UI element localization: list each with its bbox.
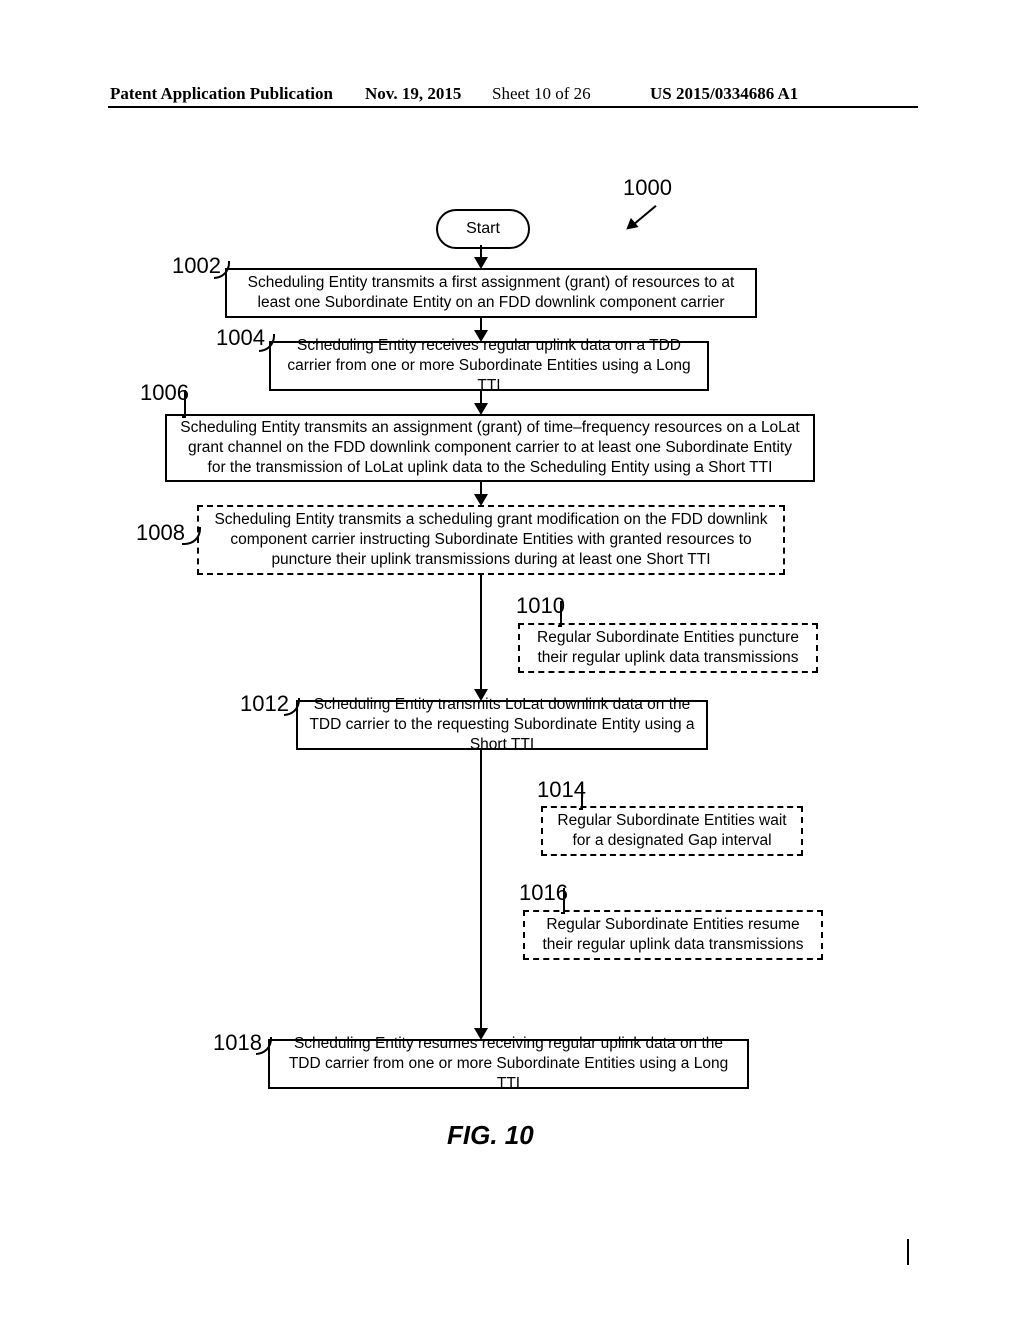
label-1018: 1018 [213, 1030, 262, 1056]
text-cursor [907, 1239, 909, 1265]
step-1012: Scheduling Entity transmits LoLat downli… [296, 700, 708, 750]
publication-label: Patent Application Publication [110, 84, 333, 103]
label-1008: 1008 [136, 520, 185, 546]
step-1014-text: Regular Subordinate Entities wait for a … [553, 811, 791, 851]
callout-1014 [579, 785, 583, 810]
step-1008: Scheduling Entity transmits a scheduling… [197, 505, 785, 575]
step-1016-text: Regular Subordinate Entities resume thei… [535, 915, 811, 955]
step-1006: Scheduling Entity transmits an assignmen… [165, 414, 815, 482]
sheet-number: Sheet 10 of 26 [492, 84, 591, 104]
arrow-1012-1018-line [480, 750, 482, 1030]
label-1004: 1004 [216, 325, 265, 351]
page-header: Patent Application Publication Nov. 19, … [110, 84, 910, 104]
step-1006-text: Scheduling Entity transmits an assignmen… [177, 418, 803, 477]
step-1004: Scheduling Entity receives regular uplin… [269, 341, 709, 391]
step-1004-text: Scheduling Entity receives regular uplin… [281, 336, 697, 395]
step-1008-text: Scheduling Entity transmits a scheduling… [209, 510, 773, 569]
step-1016: Regular Subordinate Entities resume thei… [523, 910, 823, 960]
step-1018-text: Scheduling Entity resumes receiving regu… [280, 1034, 737, 1093]
step-1010: Regular Subordinate Entities puncture th… [518, 623, 818, 673]
step-1018: Scheduling Entity resumes receiving regu… [268, 1039, 749, 1089]
callout-1010 [558, 601, 562, 627]
step-1010-text: Regular Subordinate Entities puncture th… [530, 628, 806, 668]
start-node: Start [436, 209, 530, 249]
label-1012: 1012 [240, 691, 289, 717]
figure-caption: FIG. 10 [447, 1120, 534, 1151]
publication-date: Nov. 19, 2015 [365, 84, 461, 104]
figure-reference-number: 1000 [623, 175, 672, 201]
header-rule [108, 106, 918, 108]
doc-number: US 2015/0334686 A1 [650, 84, 798, 104]
callout-1006 [182, 390, 186, 418]
arrow-1008-1012-line [480, 575, 482, 691]
callout-1016 [561, 888, 565, 914]
step-1002: Scheduling Entity transmits a first assi… [225, 268, 757, 318]
start-label: Start [466, 220, 500, 238]
step-1002-text: Scheduling Entity transmits a first assi… [237, 273, 745, 313]
step-1012-text: Scheduling Entity transmits LoLat downli… [308, 695, 696, 754]
step-1014: Regular Subordinate Entities wait for a … [541, 806, 803, 856]
reference-arrow-line [632, 205, 656, 226]
